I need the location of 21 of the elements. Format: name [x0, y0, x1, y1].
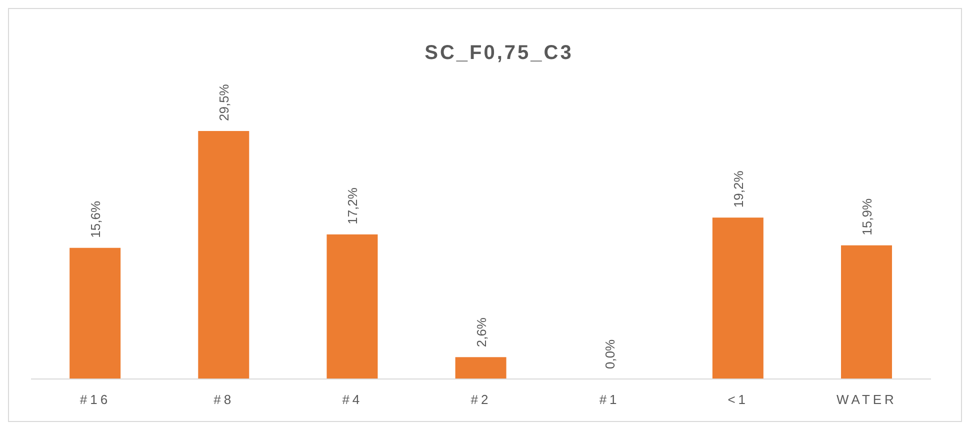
x-tick-label: WATER — [836, 392, 897, 408]
data-label: 19,2% — [730, 170, 746, 208]
data-label: 2,6% — [474, 317, 489, 348]
bar — [198, 131, 250, 379]
data-label: 15,6% — [88, 200, 104, 238]
bar — [326, 234, 378, 379]
x-tick-label: #16 — [80, 392, 111, 408]
x-tick-label: #2 — [470, 392, 492, 408]
bar — [712, 218, 764, 379]
bar — [455, 357, 506, 379]
x-tick-label: #4 — [342, 392, 363, 408]
data-label: 0,0% — [602, 338, 618, 369]
x-tick-label: #1 — [599, 392, 620, 408]
data-label: 17,2% — [345, 187, 360, 224]
x-tick-label: #8 — [214, 392, 234, 408]
bar — [841, 245, 892, 379]
data-label: 29,5% — [216, 84, 232, 121]
data-label: 15,9% — [860, 198, 874, 236]
bar — [70, 248, 121, 379]
chart-title: SC_F0,75_C3 — [424, 42, 574, 64]
x-tick-label: <1 — [728, 392, 749, 408]
